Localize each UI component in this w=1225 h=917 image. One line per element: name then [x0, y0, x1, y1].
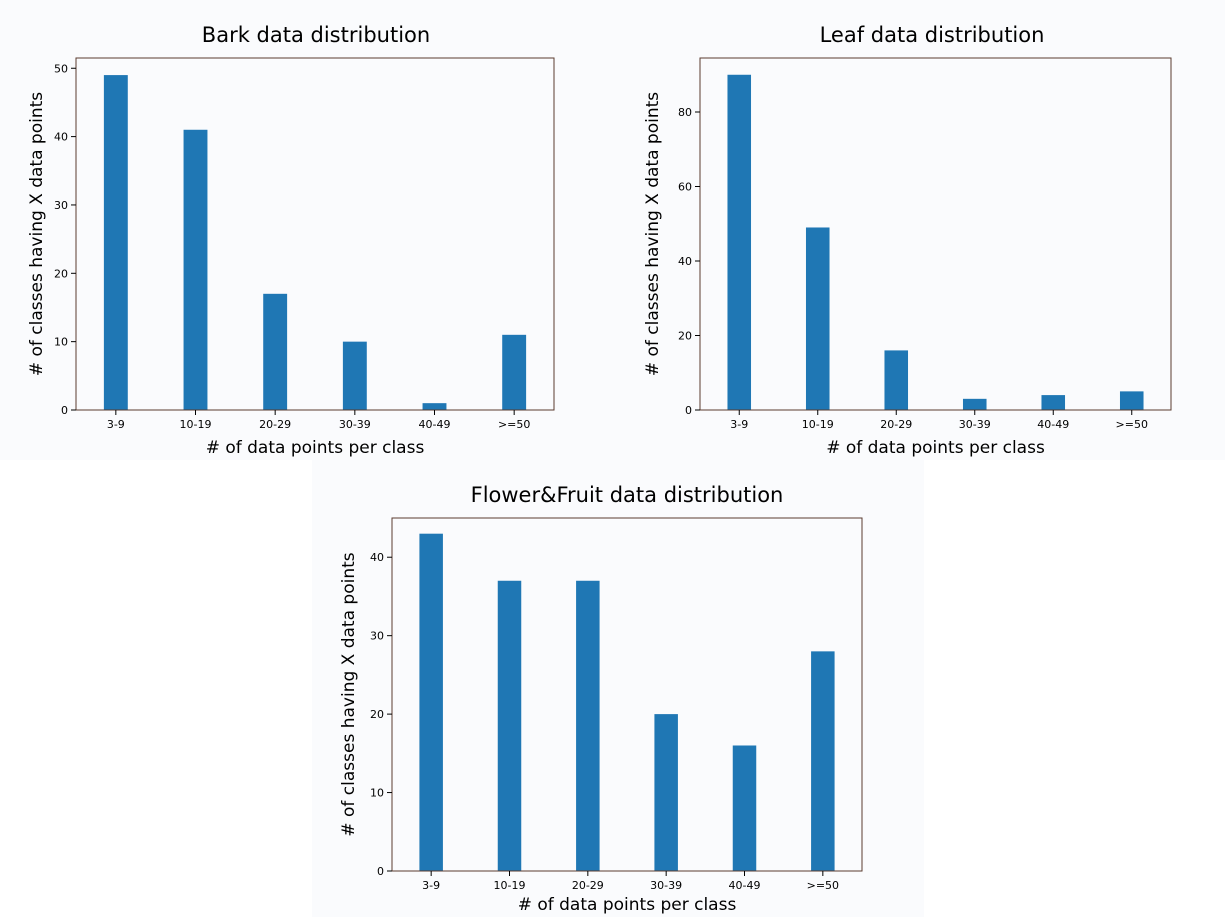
leaf-bar-0	[727, 74, 752, 410]
bark-x-tick-label-3: 30-39	[339, 418, 371, 431]
leaf-x-tick-label-3: 30-39	[959, 418, 991, 431]
bark-bar-2	[263, 293, 288, 410]
leaf-chart-panel: Leaf data distribution 3-9 10-19 20-29 30-39…	[612, 0, 1225, 460]
bark-y-tick-label-3: 30	[54, 199, 68, 212]
flower-fruit-x-tick-label-2: 20-29	[572, 879, 604, 892]
bark-x-tick-label-2: 20-29	[259, 418, 291, 431]
bark-y-tick-label-2: 20	[54, 267, 68, 280]
flower-fruit-y-tick-label-4: 40	[370, 551, 384, 564]
leaf-chart: Leaf data distribution 3-9 10-19 20-29 30-39…	[643, 23, 1172, 458]
leaf-bar-1	[805, 227, 830, 410]
flower-fruit-bar-3	[654, 714, 678, 871]
bark-bar-5	[502, 334, 527, 410]
flower-fruit-x-axis-label: # of data points per class	[518, 895, 737, 915]
leaf-x-tick-label-5: >=50	[1116, 418, 1148, 431]
leaf-bar-2	[884, 350, 909, 410]
flower-fruit-chart-title: Flower&Fruit data distribution	[471, 483, 784, 507]
leaf-y-tick-label-4: 80	[678, 106, 692, 119]
bark-plot-frame	[75, 57, 555, 411]
flower-fruit-plot-frame	[391, 517, 863, 872]
leaf-chart-title: Leaf data distribution	[820, 23, 1045, 47]
bark-bar-3	[342, 341, 367, 410]
flower-fruit-bar-0	[419, 533, 443, 871]
flower-fruit-x-tick-label-0: 3-9	[422, 879, 440, 892]
bark-y-tick-label-0: 0	[61, 404, 68, 417]
leaf-y-tick-label-2: 40	[678, 255, 692, 268]
leaf-x-tick-label-4: 40-49	[1037, 418, 1069, 431]
bark-x-axis-label: # of data points per class	[206, 438, 425, 458]
bark-x-tick-label-1: 10-19	[180, 418, 212, 431]
leaf-plot-frame	[699, 57, 1172, 411]
flower-fruit-x-tick-label-3: 30-39	[650, 879, 682, 892]
flower-fruit-bar-5	[811, 651, 835, 871]
bark-y-tick-label-5: 50	[54, 62, 68, 75]
flower-fruit-y-tick-label-1: 10	[370, 787, 384, 800]
flower-fruit-x-tick-label-4: 40-49	[729, 879, 761, 892]
leaf-x-axis-label: # of data points per class	[826, 438, 1045, 458]
bark-x-tick-label-5: >=50	[498, 418, 530, 431]
flower-fruit-x-tick-label-1: 10-19	[494, 879, 526, 892]
bark-bar-0	[103, 75, 128, 411]
bark-chart-title: Bark data distribution	[202, 23, 430, 47]
bark-chart: Bark data distribution 3-9 10-19 20-29 30-39…	[27, 23, 555, 458]
leaf-x-tick-label-0: 3-9	[730, 418, 748, 431]
flower-fruit-y-tick-label-0: 0	[377, 865, 384, 878]
bark-bar-1	[183, 129, 208, 411]
leaf-bar-4	[1041, 395, 1066, 410]
bark-y-axis-label: # of classes having X data points	[27, 92, 47, 376]
bark-y-tick-label-4: 40	[54, 131, 68, 144]
leaf-y-axis-label: # of classes having X data points	[643, 92, 663, 376]
bark-x-tick-label-4: 40-49	[419, 418, 451, 431]
leaf-y-tick-label-0: 0	[685, 404, 692, 417]
bark-bar-4	[422, 403, 447, 410]
bark-x-tick-label-0: 3-9	[107, 418, 125, 431]
flower-fruit-bar-2	[576, 580, 600, 871]
leaf-bar-3	[962, 398, 987, 410]
leaf-x-tick-label-2: 20-29	[880, 418, 912, 431]
flower-fruit-bar-1	[497, 580, 522, 871]
leaf-y-tick-label-1: 20	[678, 330, 692, 343]
flower-fruit-bar-4	[732, 745, 757, 871]
flower-fruit-chart: Flower&Fruit data distribution 3-9 10-19 20…	[339, 483, 863, 915]
flower-fruit-y-axis-label: # of classes having X data points	[339, 552, 359, 836]
bark-y-tick-label-1: 10	[54, 336, 68, 349]
flower-fruit-y-tick-label-3: 30	[370, 630, 384, 643]
leaf-y-tick-label-3: 60	[678, 181, 692, 194]
flower-fruit-chart-panel: Flower&Fruit data distribution 3-9 10-19 20…	[312, 460, 924, 917]
leaf-x-tick-label-1: 10-19	[802, 418, 834, 431]
flower-fruit-x-tick-label-5: >=50	[807, 879, 839, 892]
leaf-bar-5	[1119, 391, 1144, 410]
flower-fruit-y-tick-label-2: 20	[370, 708, 384, 721]
bark-chart-panel: Bark data distribution 3-9 10-19 20-29 30-39…	[0, 0, 612, 460]
